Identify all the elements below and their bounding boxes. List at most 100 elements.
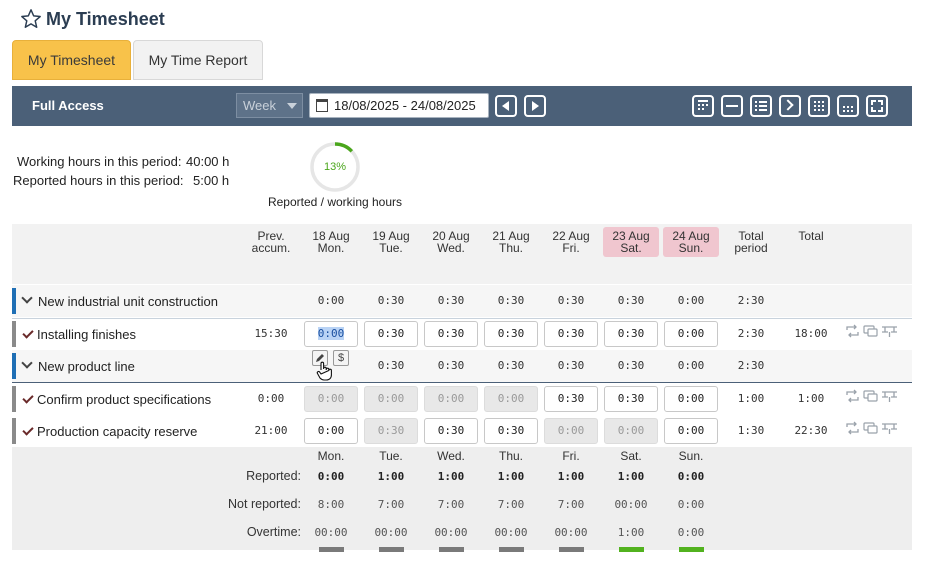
time-entry-field[interactable]: 0:30: [604, 386, 658, 412]
time-entry-field[interactable]: 0:30: [604, 321, 658, 347]
time-entry-field[interactable]: 0:30: [484, 321, 538, 347]
period-select-value: Week: [243, 98, 276, 113]
task-name: Confirm product specifications: [37, 392, 212, 407]
assign-icon[interactable]: [882, 423, 897, 434]
column-header-day: 22 Aug Fri.: [552, 229, 590, 255]
task-name: Installing finishes: [37, 327, 136, 342]
previous-period-button[interactable]: [495, 95, 517, 117]
project-day-total: 0:30: [617, 359, 645, 372]
favorite-star-icon[interactable]: [20, 8, 42, 30]
comments-icon[interactable]: [863, 422, 878, 434]
next-period-button[interactable]: [524, 95, 546, 117]
reported-value: 1:00: [497, 470, 525, 483]
hand-cursor-icon: [316, 361, 332, 381]
overtime-value: 00:00: [494, 526, 528, 539]
row-accent: [12, 288, 16, 314]
row-total: 18:00: [794, 327, 828, 340]
comments-icon[interactable]: [863, 390, 878, 402]
column-header-total-period: Total period: [734, 229, 768, 255]
project-day-total: 0:00: [677, 294, 705, 307]
time-entry-field[interactable]: 0:30: [484, 418, 538, 444]
time-entry-field[interactable]: 0:00: [664, 386, 718, 412]
reported-value: 1:00: [617, 470, 645, 483]
repeat-icon[interactable]: [846, 389, 859, 403]
row-total-period: 2:30: [737, 359, 765, 372]
time-entry-field[interactable]: 0:30: [544, 321, 598, 347]
row-total: 1:00: [797, 392, 825, 405]
project-day-total: 0:30: [557, 359, 585, 372]
time-entry-field[interactable]: 0:00: [664, 321, 718, 347]
day-status-bar: [319, 547, 344, 552]
time-entry-field[interactable]: 0:30: [424, 418, 478, 444]
row-total-period: 1:30: [737, 424, 765, 437]
period-select[interactable]: Week: [236, 93, 303, 118]
calendar-view-button[interactable]: [692, 95, 714, 117]
overtime-value: 0:00: [677, 526, 705, 539]
assign-icon[interactable]: [882, 391, 897, 402]
working-hours-value: 40:00 h: [186, 154, 230, 169]
collapse-button[interactable]: [721, 95, 743, 117]
arrow-left-icon: [502, 101, 509, 111]
assign-icon[interactable]: [882, 326, 897, 337]
list-view-button[interactable]: [750, 95, 772, 117]
compact-view-button[interactable]: [837, 95, 859, 117]
column-header-day: 21 Aug Thu.: [492, 229, 530, 255]
project-name: New industrial unit construction: [38, 294, 218, 309]
project-row: [12, 350, 912, 382]
reported-hours-label: Reported hours in this period:: [13, 173, 184, 188]
tab-my-timesheet[interactable]: My Timesheet: [12, 40, 131, 80]
not-reported-value: 7:00: [377, 498, 405, 511]
footer-day-label: Sun.: [678, 449, 704, 463]
task-name: Production capacity reserve: [37, 424, 198, 439]
reported-value: 1:00: [437, 470, 465, 483]
expand-button[interactable]: [779, 95, 801, 117]
project-day-total: 0:30: [377, 359, 405, 372]
arrow-right-icon: [532, 101, 539, 111]
gauge-caption: Reported / working hours: [267, 195, 403, 209]
day-status-bar: [679, 547, 704, 552]
edit-comment-button[interactable]: [312, 350, 328, 366]
time-entry-field: 0:00: [424, 386, 478, 412]
repeat-icon[interactable]: [846, 421, 859, 435]
summary-footer: [12, 447, 912, 550]
not-reported-value: 00:00: [614, 498, 648, 511]
time-entry-field[interactable]: 0:30: [424, 321, 478, 347]
comments-icon[interactable]: [863, 325, 878, 337]
reported-value: 1:00: [377, 470, 405, 483]
row-divider: [12, 382, 912, 383]
working-hours-label: Working hours in this period:: [17, 154, 182, 169]
dropdown-caret-icon: [287, 103, 297, 109]
footer-day-label: Wed.: [437, 449, 465, 463]
time-entry-field[interactable]: 0:00: [304, 418, 358, 444]
row-total-period: 1:00: [737, 392, 765, 405]
pencil-icon: [316, 354, 324, 362]
reported-hours-value: 5:00 h: [193, 173, 230, 188]
overtime-value: 00:00: [314, 526, 348, 539]
project-day-total: 0:30: [617, 294, 645, 307]
dollar-icon: $: [337, 352, 345, 364]
prev-accumulated: 0:00: [257, 392, 285, 405]
time-entry-field: 0:00: [364, 386, 418, 412]
tab-my-time-report[interactable]: My Time Report: [133, 40, 263, 80]
time-entry-field[interactable]: 0:00: [304, 321, 358, 347]
row-accent: [12, 321, 16, 347]
project-day-total: 0:30: [437, 294, 465, 307]
project-day-total: 0:30: [377, 294, 405, 307]
fullscreen-button[interactable]: [866, 95, 888, 117]
expense-button[interactable]: $: [333, 350, 349, 366]
not-reported-value: 0:00: [677, 498, 705, 511]
time-entry-field[interactable]: 0:30: [544, 386, 598, 412]
not-reported-value: 7:00: [437, 498, 465, 511]
repeat-icon[interactable]: [846, 324, 859, 338]
day-status-bar: [559, 547, 584, 552]
grid-view-button[interactable]: [808, 95, 830, 117]
row-actions: [845, 323, 900, 339]
date-range-picker[interactable]: 18/08/2025 - 24/08/2025: [309, 93, 489, 118]
row-accent: [12, 386, 16, 412]
project-name: New product line: [38, 359, 135, 374]
overtime-value: 00:00: [374, 526, 408, 539]
time-entry-field: 0:00: [304, 386, 358, 412]
time-entry-field[interactable]: 0:30: [364, 321, 418, 347]
overtime-value: 1:00: [617, 526, 645, 539]
time-entry-field[interactable]: 0:00: [664, 418, 718, 444]
